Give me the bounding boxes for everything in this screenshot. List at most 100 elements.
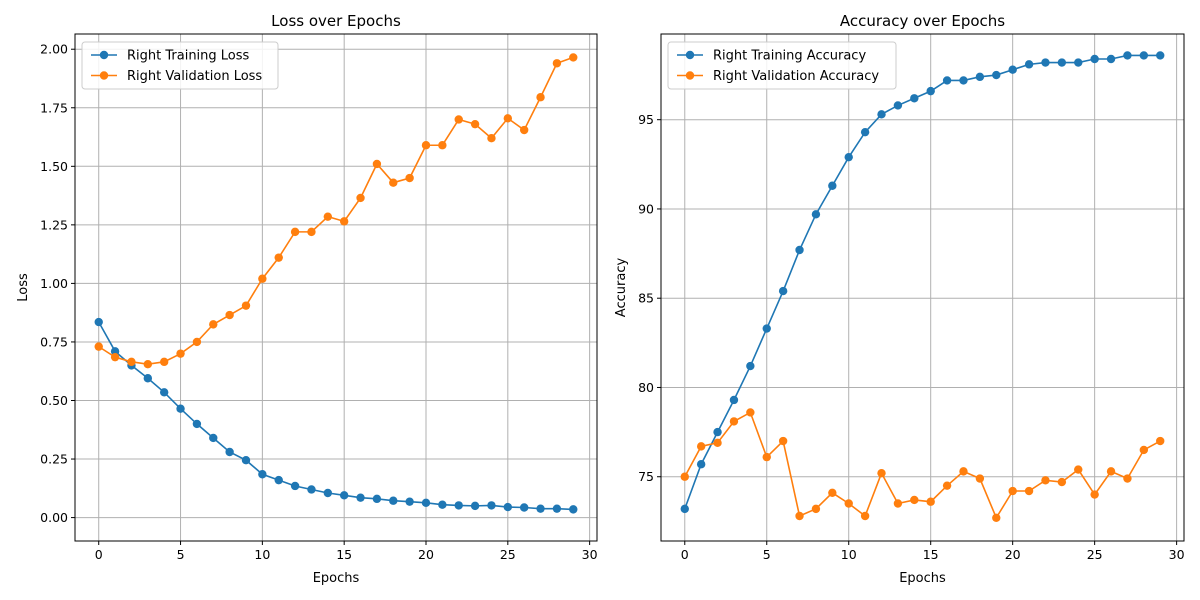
y-tick-label: 2.00 — [40, 42, 68, 57]
data-point — [339, 491, 349, 500]
data-point — [192, 337, 202, 347]
data-point — [795, 511, 804, 521]
data-point — [356, 493, 365, 502]
data-point — [992, 70, 1001, 80]
data-point — [828, 181, 837, 190]
legend: Right Training Accuracy Right Validation … — [667, 41, 897, 90]
y-tick-label: 0.00 — [40, 510, 68, 525]
accuracy-chart: Accuracy over Epochs Epochs Accuracy 0 5 1… — [614, 12, 1185, 586]
x-tick-label: 20 — [1005, 547, 1021, 562]
data-point — [356, 193, 365, 203]
x-tick-label: 15 — [923, 547, 939, 562]
x-tick-label: 0 — [95, 547, 103, 562]
data-point — [1156, 436, 1165, 446]
data-point — [405, 497, 414, 506]
x-tick-label: 10 — [841, 547, 857, 562]
data-point — [926, 497, 935, 506]
data-point — [992, 513, 1001, 522]
data-point — [1074, 58, 1083, 67]
data-point — [729, 395, 739, 405]
plot-frame — [74, 33, 598, 542]
data-point — [926, 86, 935, 96]
data-point — [503, 114, 513, 123]
data-point — [877, 110, 886, 119]
data-point — [421, 498, 431, 508]
data-point — [225, 447, 234, 457]
data-point — [942, 76, 952, 85]
data-point — [828, 488, 837, 497]
data-point — [1008, 65, 1017, 74]
y-tick-label: 0.50 — [40, 393, 68, 408]
legend-marker — [99, 71, 109, 80]
data-point — [713, 427, 722, 437]
data-point — [258, 470, 267, 479]
y-tick-label: 85 — [638, 291, 654, 306]
data-point — [454, 501, 463, 510]
data-point — [811, 210, 821, 219]
legend-label: Right Validation Loss — [127, 69, 262, 84]
data-point — [94, 317, 103, 327]
data-point — [1024, 60, 1034, 69]
data-point — [307, 485, 316, 494]
data-point — [470, 119, 480, 129]
data-point — [241, 301, 251, 310]
x-axis-label: Epochs — [899, 571, 946, 586]
legend-box — [667, 41, 897, 90]
data-point — [290, 227, 300, 237]
data-point — [503, 502, 513, 512]
series-line — [684, 54, 1161, 510]
data-point — [1123, 474, 1132, 483]
data-point — [372, 159, 382, 169]
legend-label: Right Validation Accuracy — [713, 69, 879, 84]
data-point — [143, 359, 153, 369]
data-point — [389, 496, 398, 505]
data-point — [1156, 51, 1165, 60]
data-point — [1057, 58, 1067, 67]
x-tick-label: 25 — [500, 547, 516, 562]
data-point — [110, 347, 120, 356]
data-point — [844, 152, 853, 162]
data-point — [307, 227, 316, 237]
series-line — [98, 321, 574, 511]
chart-title: Accuracy over Epochs — [840, 12, 1005, 30]
data-point — [975, 72, 985, 82]
data-point — [241, 456, 251, 465]
data-point — [1090, 54, 1099, 64]
data-point — [1106, 467, 1116, 476]
y-axis-label: Accuracy — [614, 258, 629, 318]
data-point — [877, 468, 886, 478]
data-point — [94, 342, 103, 351]
x-tick-label: 5 — [177, 547, 185, 562]
x-tick-label: 20 — [418, 547, 434, 562]
x-tick-label: 30 — [582, 547, 598, 562]
data-point — [811, 504, 821, 514]
data-point — [176, 404, 185, 413]
ticks: 0 5 10 15 20 25 30 0.00 0.25 0.50 0.75 1.00 1.25 1.50… — [40, 42, 597, 562]
loss-chart: Loss over Epochs Epochs Loss 0 5 10 15 20 25 3… — [16, 12, 598, 586]
data-point — [959, 76, 968, 85]
data-point — [696, 460, 706, 469]
x-tick-label: 30 — [1169, 547, 1185, 562]
grid — [661, 34, 1184, 541]
data-point — [339, 217, 349, 226]
data-point — [274, 253, 283, 262]
data-point — [746, 361, 755, 371]
legend-marker — [685, 71, 695, 80]
data-point — [405, 173, 414, 183]
data-point — [795, 245, 804, 255]
data-point — [1106, 54, 1116, 64]
data-point — [975, 474, 985, 483]
data-point — [778, 436, 788, 446]
plot-frame — [660, 33, 1185, 542]
data-point — [225, 310, 234, 320]
y-axis-label: Loss — [16, 273, 31, 302]
data-point — [762, 452, 771, 462]
data-point — [680, 472, 689, 481]
legend-marker — [685, 50, 695, 60]
data-point — [470, 501, 480, 511]
data-point — [290, 481, 300, 491]
data-point — [1139, 445, 1149, 455]
series-line — [98, 56, 574, 365]
data-point — [421, 141, 431, 150]
